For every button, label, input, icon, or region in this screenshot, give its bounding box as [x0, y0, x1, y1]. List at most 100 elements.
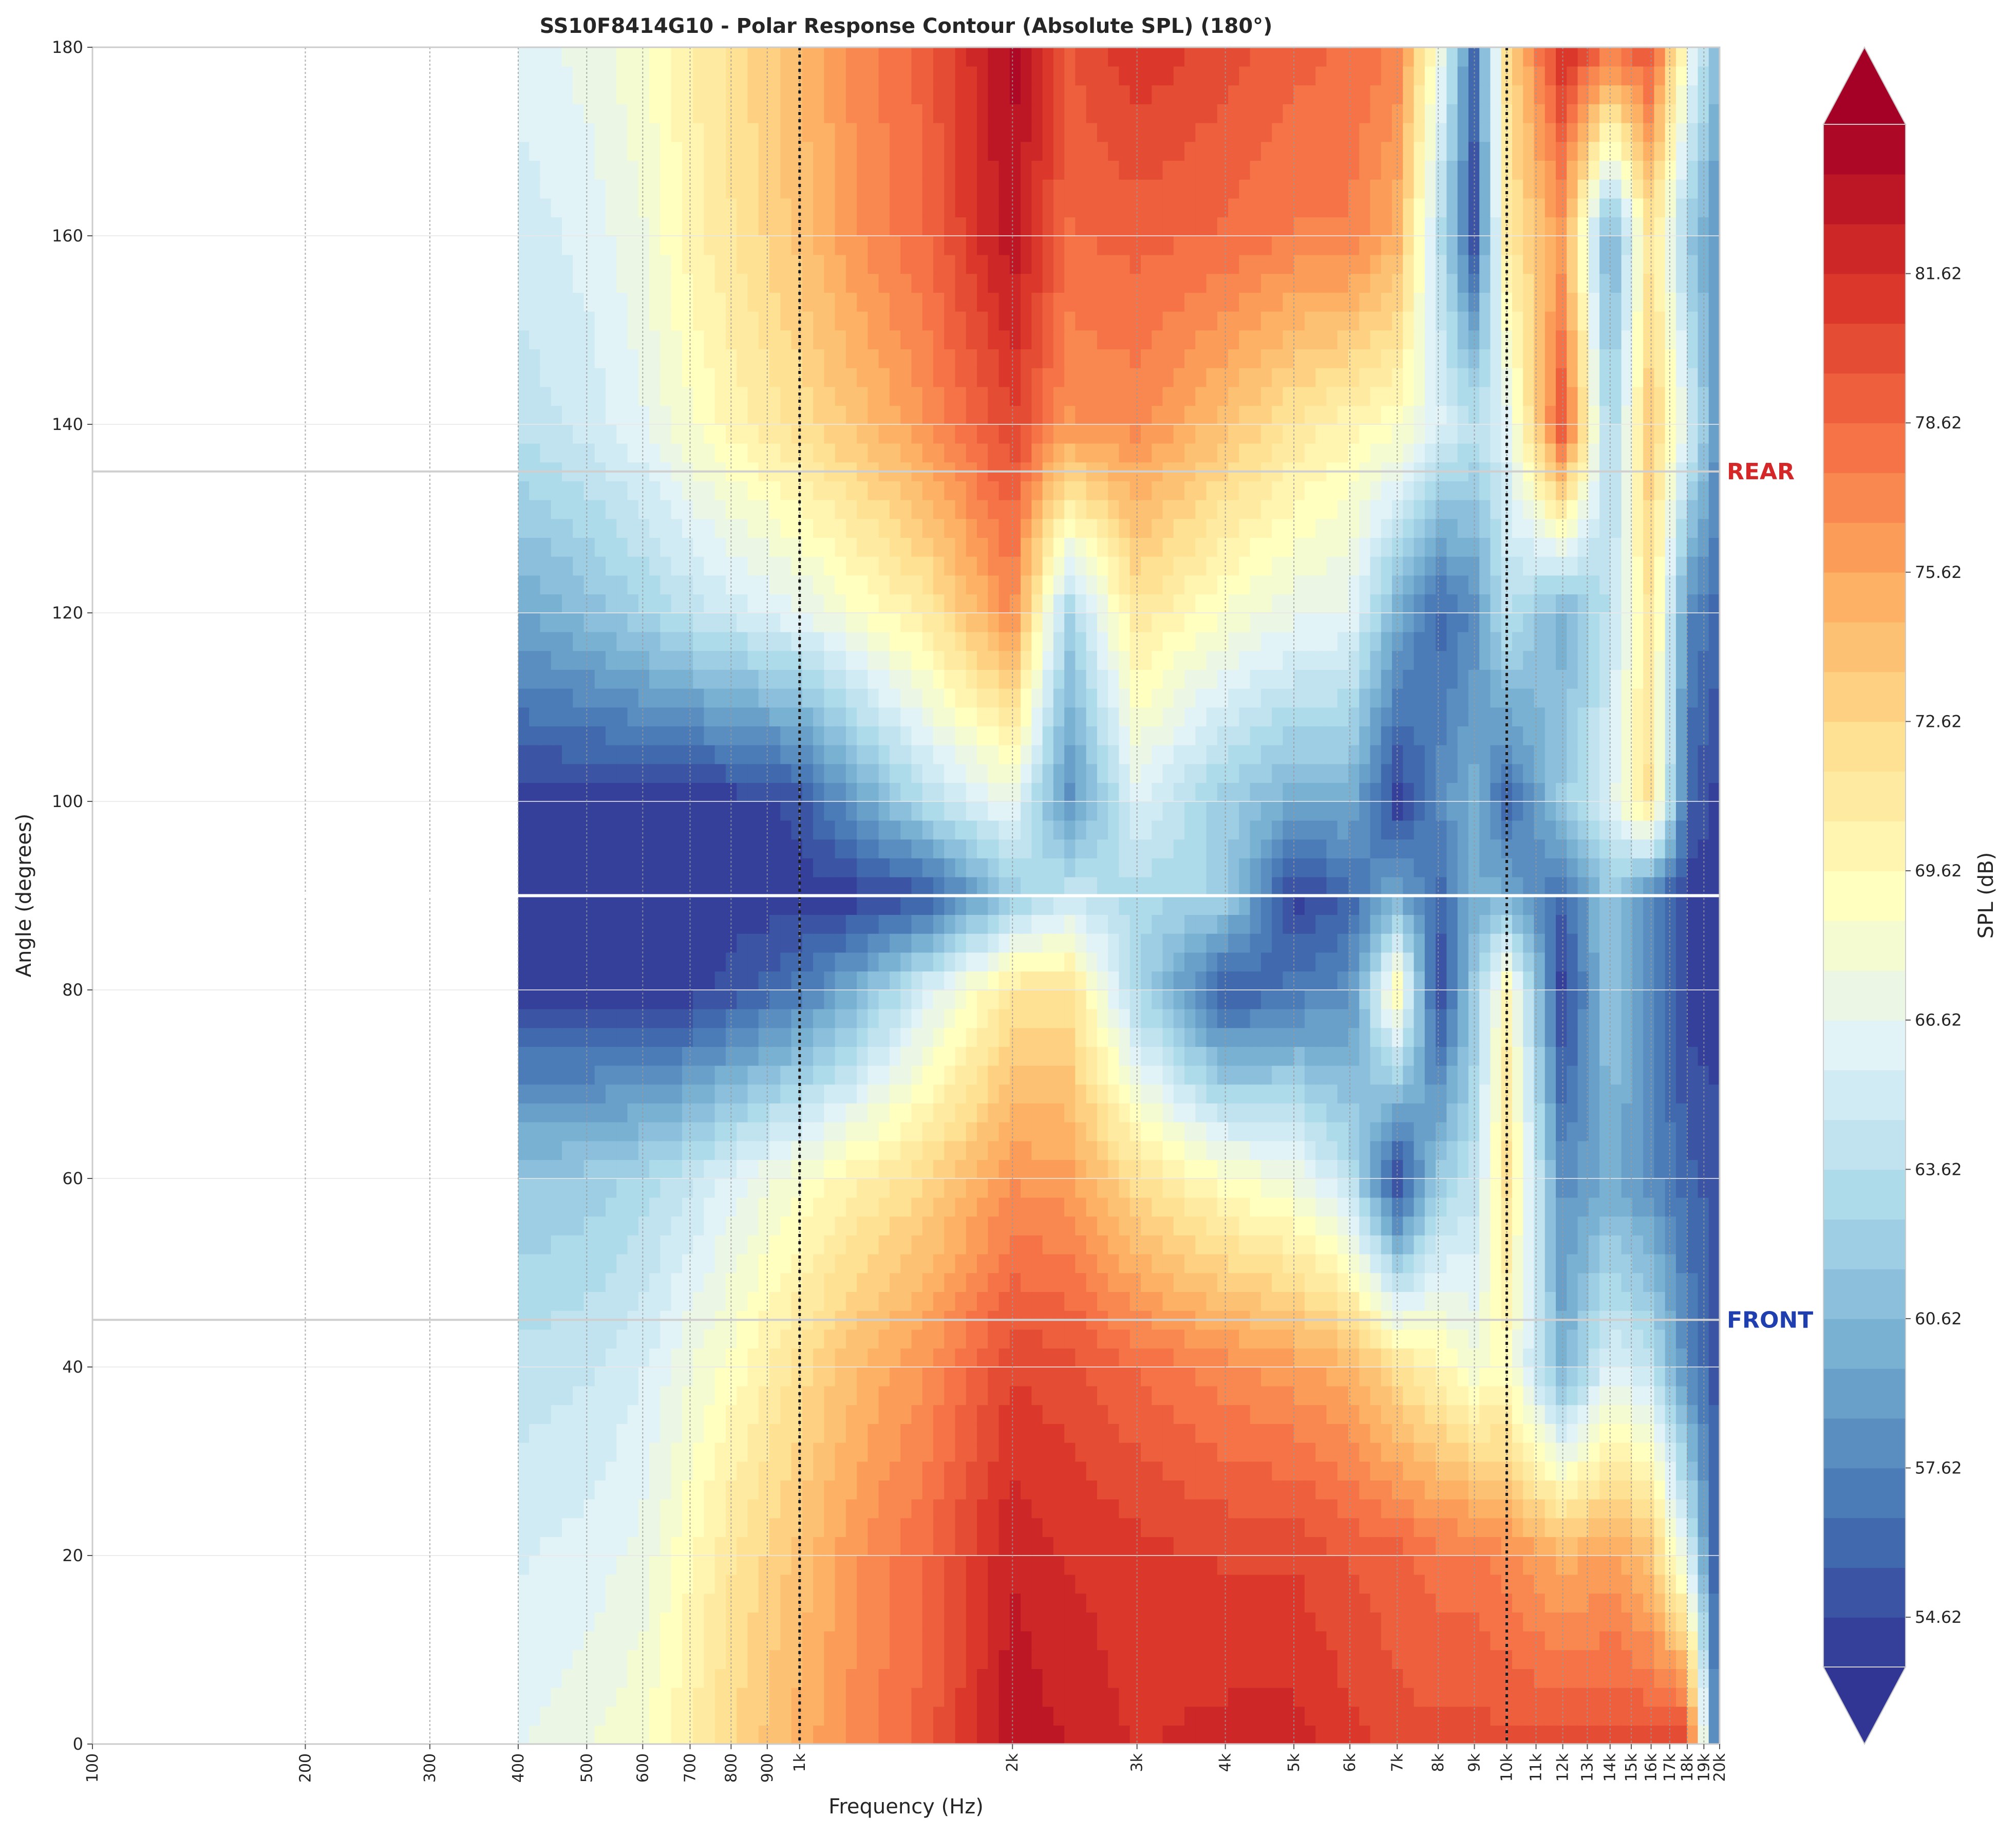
heatmap-cell [737, 1404, 748, 1424]
heatmap-cell [518, 1178, 530, 1198]
heatmap-cell [518, 1235, 530, 1254]
heatmap-cell [1021, 1216, 1032, 1235]
heatmap-cell [998, 1612, 1010, 1632]
heatmap-cell [1042, 1272, 1054, 1292]
heatmap-cell [682, 1008, 693, 1028]
heatmap-cell [1403, 1517, 1415, 1538]
heatmap-cell [1414, 1593, 1425, 1613]
heatmap-cell [1599, 1121, 1611, 1141]
heatmap-cell [1119, 1027, 1131, 1047]
heatmap-cell [1260, 1404, 1272, 1424]
heatmap-cell [725, 1216, 737, 1235]
heatmap-cell [1577, 1612, 1589, 1632]
heatmap-cell [747, 1517, 759, 1538]
heatmap-cell [1009, 1027, 1021, 1047]
heatmap-cell [1588, 1498, 1600, 1519]
heatmap-cell [1523, 1687, 1535, 1707]
heatmap-cell [911, 1461, 923, 1481]
heatmap-cell [1097, 1574, 1108, 1594]
heatmap-cell [1698, 1404, 1709, 1424]
heatmap-cell [1283, 1725, 1294, 1744]
heatmap-cell [845, 1442, 857, 1462]
heatmap-cell [1009, 1517, 1021, 1538]
heatmap-cell [1512, 1423, 1524, 1443]
heatmap-cell [889, 1517, 901, 1538]
heatmap-cell [529, 1650, 541, 1669]
heatmap-cell [616, 1291, 628, 1311]
heatmap-cell [845, 1725, 857, 1744]
heatmap-cell [1293, 1253, 1305, 1273]
heatmap-cell [1228, 1517, 1240, 1538]
heatmap-cell [780, 1197, 792, 1217]
heatmap-cell [1053, 1423, 1065, 1443]
heatmap-cell [1293, 1348, 1305, 1367]
heatmap-cell [561, 1593, 574, 1613]
heatmap-cell [616, 1178, 628, 1198]
heatmap-cell [1534, 1669, 1546, 1688]
heatmap-cell [627, 1404, 639, 1424]
heatmap-cell [1042, 952, 1054, 972]
heatmap-cell [758, 1272, 770, 1292]
heatmap-cell [791, 1612, 803, 1632]
heatmap-cell [802, 1027, 814, 1047]
heatmap-cell [1446, 1706, 1458, 1726]
heatmap-cell [1075, 1027, 1087, 1047]
heatmap-cell [1337, 1631, 1349, 1651]
heatmap-cell [1567, 1084, 1578, 1103]
heatmap-cell [682, 1121, 693, 1141]
heatmap-cell [868, 895, 879, 915]
heatmap-cell [682, 1272, 693, 1292]
heatmap-cell [1152, 1367, 1163, 1387]
heatmap-cell [649, 952, 661, 972]
heatmap-cell [1424, 1159, 1436, 1179]
heatmap-cell [1359, 1046, 1371, 1066]
heatmap-cell [551, 1687, 562, 1707]
heatmap-cell [922, 876, 934, 896]
heatmap-cell [857, 914, 869, 934]
heatmap-cell [1370, 1706, 1382, 1726]
heatmap-cell [878, 1235, 890, 1254]
heatmap-cell [1348, 1348, 1360, 1367]
heatmap-cell [660, 1669, 672, 1688]
heatmap-cell [1260, 971, 1272, 990]
heatmap-cell [649, 914, 661, 934]
heatmap-cell [594, 1291, 606, 1311]
heatmap-cell [1021, 990, 1032, 1009]
heatmap-cell [1086, 1725, 1098, 1744]
heatmap-cell [1086, 1367, 1098, 1387]
heatmap-cell [1643, 1669, 1655, 1688]
heatmap-cell [627, 1140, 639, 1160]
heatmap-cell [747, 933, 759, 953]
heatmap-cell [1490, 1235, 1502, 1254]
heatmap-cell [1512, 1367, 1524, 1387]
heatmap-cell [1621, 1650, 1633, 1669]
heatmap-cell [540, 1461, 552, 1481]
heatmap-cell [878, 1272, 890, 1292]
heatmap-cell [671, 1329, 683, 1349]
heatmap-cell [671, 1650, 683, 1669]
heatmap-cell [682, 1517, 693, 1538]
heatmap-cell [594, 1669, 606, 1688]
heatmap-cell [540, 1404, 552, 1424]
heatmap-cell [1675, 1669, 1687, 1688]
heatmap-cell [1512, 1517, 1524, 1538]
heatmap-cell [1534, 971, 1546, 990]
heatmap-cell [835, 895, 846, 915]
heatmap-cell [868, 1046, 879, 1066]
heatmap-cell [758, 933, 770, 953]
heatmap-cell [1392, 990, 1404, 1009]
heatmap-cell [889, 1706, 901, 1726]
heatmap-cell [1009, 1235, 1021, 1254]
heatmap-cell [1556, 1574, 1568, 1594]
heatmap-cell [900, 1612, 912, 1632]
heatmap-cell [1675, 1725, 1687, 1744]
heatmap-cell [1436, 1461, 1447, 1481]
heatmap-cell [671, 1687, 683, 1707]
heatmap-cell [1654, 1348, 1666, 1367]
heatmap-cell [1228, 1008, 1240, 1028]
heatmap-cell [1523, 1612, 1535, 1632]
heatmap-cell [1173, 1253, 1185, 1273]
heatmap-cell [944, 1612, 956, 1632]
heatmap-cell [1468, 1272, 1480, 1292]
heatmap-cell [627, 990, 639, 1009]
